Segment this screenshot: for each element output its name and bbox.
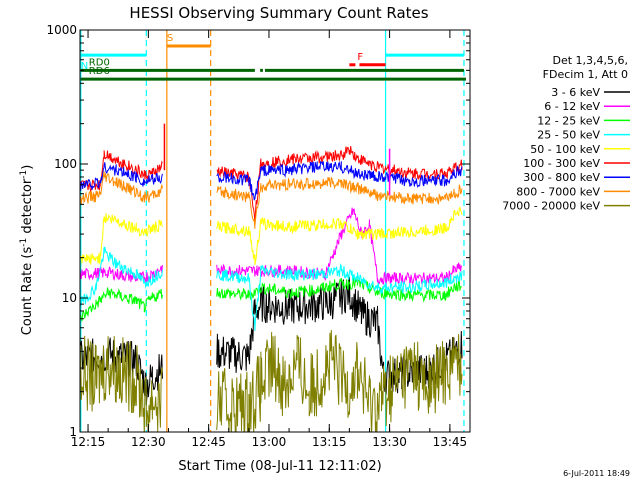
series-line-12-25-kev <box>80 277 463 322</box>
legend-label-7000-20000-kev: 7000 - 20000 keV <box>502 200 600 213</box>
legend-title-line-1: Det 1,3,4,5,6, <box>552 54 628 67</box>
plot-frame <box>79 29 471 433</box>
series-line-3-6-kev <box>80 275 463 405</box>
legend-label-800-7000-kev: 800 - 7000 keV <box>516 185 600 198</box>
y-axis-label-main: Count Rate (s <box>20 247 35 336</box>
y-axis-label-sup2: -1 <box>19 170 29 179</box>
series-line-800-7000-kev <box>80 171 463 229</box>
legend-label-100-300-kev: 100 - 300 keV <box>523 157 600 170</box>
x-tick-label-13-00: 13:00 <box>252 435 287 449</box>
y-axis-label-end: ) <box>20 165 35 170</box>
y-tick-label-1: 1 <box>69 425 77 439</box>
x-tick-label-13-30: 13:30 <box>372 435 407 449</box>
flag-label-rd0: RD0 <box>89 57 110 68</box>
legend-label-25-50-kev: 25 - 50 keV <box>537 129 600 142</box>
series-lines <box>80 123 463 432</box>
legend-label-6-12-kev: 6 - 12 keV <box>544 100 600 113</box>
legend-label-12-25-kev: 12 - 25 keV <box>537 114 600 127</box>
legend-title-line-2: FDecim 1, Att 0 <box>543 68 628 81</box>
series-line-50-100-kev <box>80 206 463 265</box>
x-tick-label-13-45: 13:45 <box>433 435 468 449</box>
flag-label-rd6: RD6 <box>89 66 110 77</box>
x-tick-label-12-45: 12:45 <box>191 435 226 449</box>
chart-title: HESSI Observing Summary Count Rates <box>129 4 428 22</box>
legend-label-3-6-kev: 3 - 6 keV <box>551 86 600 99</box>
series-line-7000-20000-kev <box>80 329 463 432</box>
footer-timestamp: 6-Jul-2011 18:49 <box>563 469 630 478</box>
x-tick-label-13-15: 13:15 <box>312 435 347 449</box>
svg-text:Count Rate (s-1 detector-1): Count Rate (s-1 detector-1) <box>19 165 35 336</box>
series-line-25-50-kev <box>80 246 463 332</box>
legend-label-300-800-kev: 300 - 800 keV <box>523 171 600 184</box>
x-tick-label-12-15: 12:15 <box>71 435 106 449</box>
series-line-300-800-kev <box>80 160 463 201</box>
y-axis-label: Count Rate (s-1 detector-1) <box>19 165 35 336</box>
flag-label-n: N <box>81 61 88 72</box>
legend-label-50-100-kev: 50 - 100 keV <box>530 143 600 156</box>
y-tick-label-100: 100 <box>54 157 77 171</box>
y-tick-label-10: 10 <box>62 291 77 305</box>
axes: 12:15 12:30 12:45 13:00 13:15 13:30 13:45 1 10 10… <box>46 23 471 449</box>
y-axis-label-mid: detector <box>20 178 35 238</box>
y-axis-label-sup1: -1 <box>19 238 29 247</box>
x-axis-label: Start Time (08-Jul-11 12:11:02) <box>178 459 381 474</box>
flag-label-s: S <box>167 33 173 44</box>
x-tick-label-12-30: 12:30 <box>131 435 166 449</box>
y-tick-label-1000: 1000 <box>46 23 77 37</box>
flag-label-f: F <box>357 52 363 63</box>
